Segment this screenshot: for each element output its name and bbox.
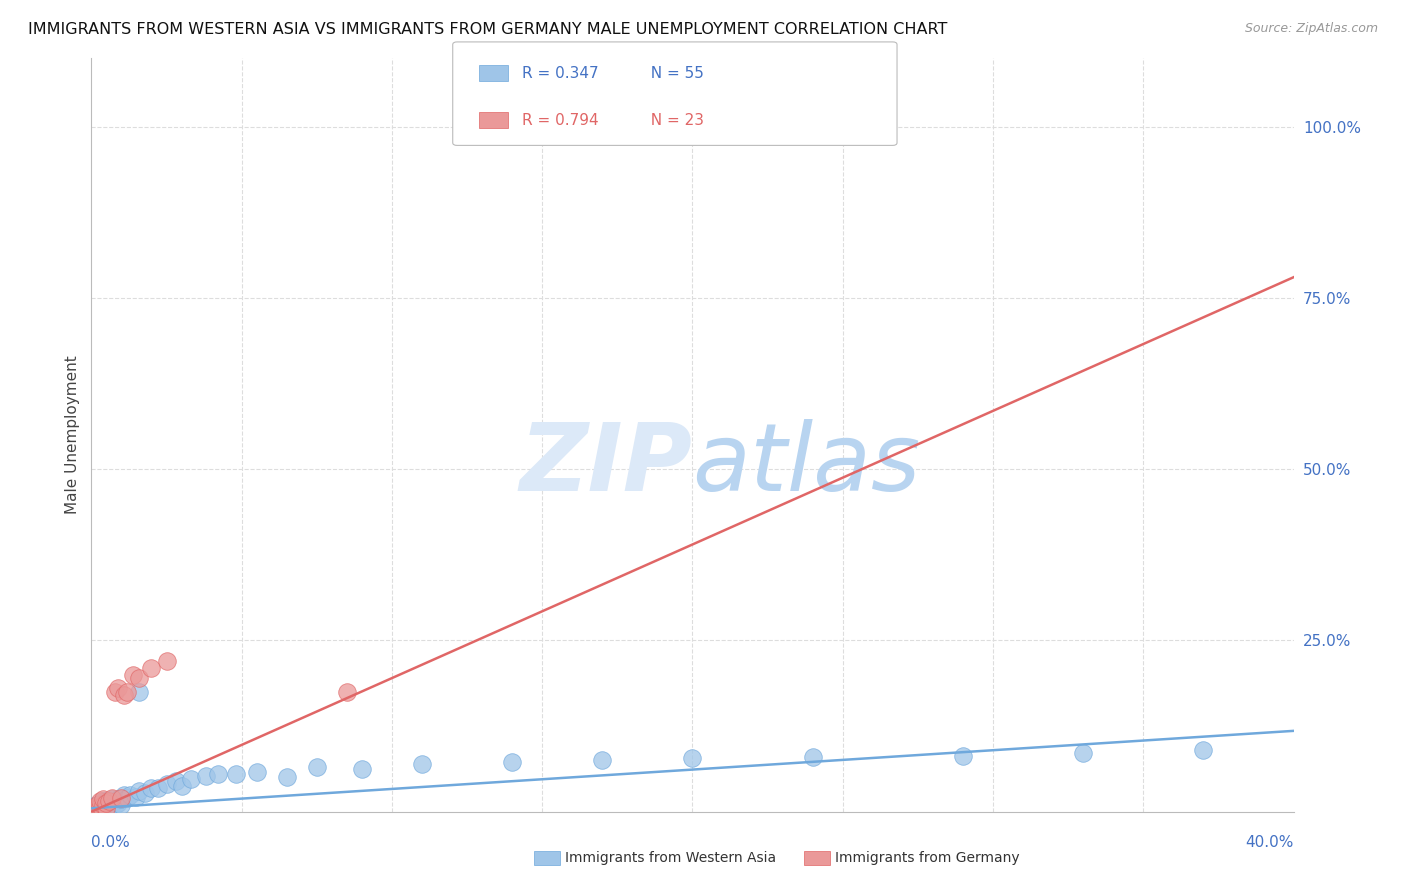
Point bbox=[93, 801, 115, 815]
Point bbox=[83, 799, 105, 814]
Point bbox=[952, 748, 974, 763]
Point bbox=[155, 654, 177, 668]
Text: IMMIGRANTS FROM WESTERN ASIA VS IMMIGRANTS FROM GERMANY MALE UNEMPLOYMENT CORREL: IMMIGRANTS FROM WESTERN ASIA VS IMMIGRAN… bbox=[28, 22, 948, 37]
Point bbox=[681, 751, 703, 765]
Point bbox=[93, 794, 115, 808]
Point bbox=[114, 788, 136, 802]
Point bbox=[89, 799, 111, 814]
Point bbox=[86, 797, 108, 812]
Point bbox=[246, 764, 269, 779]
Point bbox=[276, 771, 298, 785]
Point bbox=[134, 785, 156, 799]
Point bbox=[141, 661, 163, 675]
Text: Source: ZipAtlas.com: Source: ZipAtlas.com bbox=[1244, 22, 1378, 36]
Point bbox=[101, 792, 124, 806]
Point bbox=[128, 671, 150, 685]
Point bbox=[350, 762, 373, 776]
Point bbox=[1192, 743, 1215, 757]
Point bbox=[120, 788, 142, 802]
Point bbox=[86, 800, 108, 814]
Point bbox=[117, 791, 139, 805]
Point bbox=[114, 688, 136, 702]
Point bbox=[96, 797, 118, 811]
Point bbox=[110, 792, 132, 806]
Point bbox=[180, 772, 202, 786]
Point bbox=[89, 797, 111, 811]
Point bbox=[104, 685, 127, 699]
Point bbox=[98, 800, 121, 814]
Point bbox=[104, 794, 127, 808]
Point bbox=[98, 795, 121, 809]
Text: R = 0.347: R = 0.347 bbox=[522, 66, 598, 80]
Point bbox=[125, 789, 148, 804]
Point bbox=[101, 797, 124, 811]
Point bbox=[96, 794, 118, 808]
Point bbox=[89, 799, 111, 814]
Text: Immigrants from Germany: Immigrants from Germany bbox=[835, 851, 1019, 865]
Point bbox=[83, 803, 105, 817]
Point bbox=[98, 797, 121, 812]
Point bbox=[122, 667, 145, 681]
Point bbox=[89, 803, 111, 817]
Point bbox=[101, 799, 124, 814]
Point bbox=[411, 756, 433, 771]
Point bbox=[110, 791, 132, 805]
Point bbox=[93, 797, 115, 812]
Point bbox=[336, 685, 359, 699]
Point bbox=[165, 773, 187, 788]
Point bbox=[86, 802, 108, 816]
Point bbox=[107, 792, 129, 806]
Text: ZIP: ZIP bbox=[520, 419, 692, 511]
Text: R = 0.794: R = 0.794 bbox=[522, 113, 598, 128]
Point bbox=[86, 801, 108, 815]
Point bbox=[128, 685, 150, 699]
Point bbox=[117, 685, 139, 699]
Point bbox=[501, 756, 523, 770]
Point bbox=[93, 797, 115, 812]
Point bbox=[305, 760, 328, 774]
Point bbox=[93, 792, 115, 806]
Text: N = 55: N = 55 bbox=[641, 66, 704, 80]
Text: 0.0%: 0.0% bbox=[91, 836, 131, 850]
Point bbox=[146, 780, 169, 795]
Point bbox=[801, 750, 824, 764]
Point bbox=[110, 797, 132, 812]
Point bbox=[83, 800, 105, 814]
Point bbox=[101, 791, 124, 805]
Point bbox=[89, 794, 111, 808]
Point bbox=[86, 797, 108, 812]
Point bbox=[194, 769, 217, 783]
Point bbox=[155, 777, 177, 791]
Point bbox=[96, 802, 118, 816]
Point bbox=[681, 120, 703, 134]
Point bbox=[128, 784, 150, 798]
Point bbox=[96, 799, 118, 814]
Y-axis label: Male Unemployment: Male Unemployment bbox=[65, 356, 80, 514]
Point bbox=[141, 780, 163, 795]
Point bbox=[107, 797, 129, 811]
Point bbox=[96, 801, 118, 815]
Point bbox=[591, 753, 613, 767]
Point bbox=[104, 797, 127, 812]
Point bbox=[107, 681, 129, 696]
Point bbox=[170, 779, 193, 793]
Text: N = 23: N = 23 bbox=[641, 113, 704, 128]
Point bbox=[207, 767, 229, 781]
Text: Immigrants from Western Asia: Immigrants from Western Asia bbox=[565, 851, 776, 865]
Point bbox=[96, 797, 118, 811]
Point bbox=[1071, 747, 1094, 761]
Point bbox=[225, 767, 247, 781]
Text: 40.0%: 40.0% bbox=[1246, 836, 1294, 850]
Text: atlas: atlas bbox=[692, 419, 921, 510]
Point bbox=[98, 794, 121, 808]
Point bbox=[83, 801, 105, 815]
